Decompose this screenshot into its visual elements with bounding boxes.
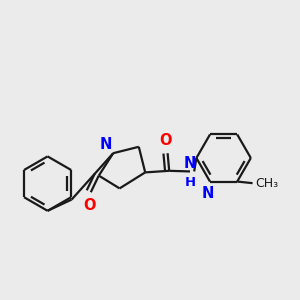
Text: N: N [99,136,112,152]
Text: CH₃: CH₃ [255,177,278,190]
Text: O: O [159,133,171,148]
Text: N: N [184,156,196,171]
Text: H: H [184,176,196,189]
Text: N: N [201,186,214,201]
Text: O: O [84,198,96,213]
